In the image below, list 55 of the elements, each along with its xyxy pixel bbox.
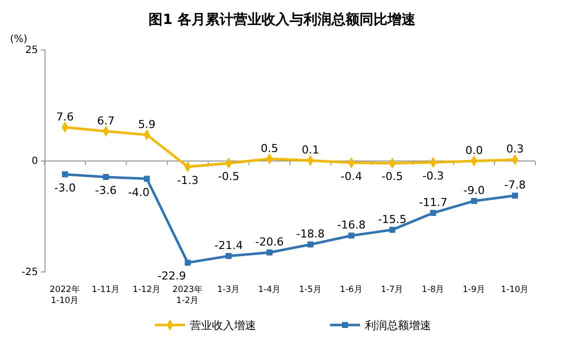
x-tick-label: 1-10月 <box>500 285 530 295</box>
data-label: -3.6 <box>95 184 117 197</box>
legend-label: 利润总额增速 <box>365 319 431 332</box>
x-tick-label: 1-5月 <box>299 285 322 295</box>
point <box>348 232 354 239</box>
x-tick-label: 1-3月 <box>217 285 240 295</box>
x-tick-label: 1-8月 <box>422 285 445 295</box>
data-label: -16.8 <box>337 218 366 232</box>
point <box>184 260 191 266</box>
data-label: -0.5 <box>218 170 240 184</box>
x-tick-label: 2022年 1-10月 <box>50 284 80 306</box>
data-label: 7.6 <box>56 110 74 124</box>
data-label: -18.8 <box>296 227 325 240</box>
data-label: -3.0 <box>54 181 76 194</box>
data-label: -0.5 <box>382 170 404 184</box>
data-label: -1.3 <box>176 174 198 187</box>
point <box>144 176 150 182</box>
legend-label: 营业收入增速 <box>190 319 256 332</box>
x-tick-label: 1-4月 <box>258 285 281 295</box>
point <box>62 171 68 178</box>
x-tick-label: 1-9月 <box>462 285 486 295</box>
data-label: -22.9 <box>157 270 186 283</box>
point <box>512 192 518 199</box>
x-tick-label: 2023年 1-2月 <box>172 284 204 306</box>
data-label: -4.0 <box>128 186 150 199</box>
data-label: -21.4 <box>214 239 243 252</box>
point <box>266 249 273 256</box>
data-label: 5.9 <box>138 118 156 131</box>
point <box>471 198 478 204</box>
data-label: -0.3 <box>422 169 444 182</box>
y-tick-label: 0 <box>32 156 38 168</box>
point <box>102 174 109 180</box>
data-label: -9.0 <box>463 184 485 197</box>
x-tick-label: 1-6月 <box>340 285 363 295</box>
chart-title: 图1 各月累计营业收入与利润总额同比增速 <box>148 11 416 28</box>
data-label: 0.0 <box>465 144 483 157</box>
data-label: -0.4 <box>340 170 362 183</box>
x-tick-label: 1-12月 <box>132 285 161 295</box>
data-label: 0.1 <box>302 144 320 157</box>
data-label: -11.7 <box>418 196 448 209</box>
point <box>389 226 396 233</box>
point <box>307 241 314 248</box>
point <box>430 210 436 216</box>
point <box>226 253 232 260</box>
data-label: -15.5 <box>378 212 407 226</box>
data-label: 0.3 <box>506 142 524 156</box>
y-axis-title: (%) <box>10 34 28 45</box>
y-tick-label: -25 <box>22 267 38 278</box>
data-label: -20.6 <box>255 235 284 248</box>
data-label: 0.5 <box>260 142 278 155</box>
data-label: -7.8 <box>504 178 526 192</box>
data-label: 6.7 <box>97 114 115 128</box>
x-tick-label: 1-7月 <box>380 285 404 295</box>
x-tick-label: 1-11月 <box>92 285 120 295</box>
y-tick-label: 25 <box>25 45 38 56</box>
